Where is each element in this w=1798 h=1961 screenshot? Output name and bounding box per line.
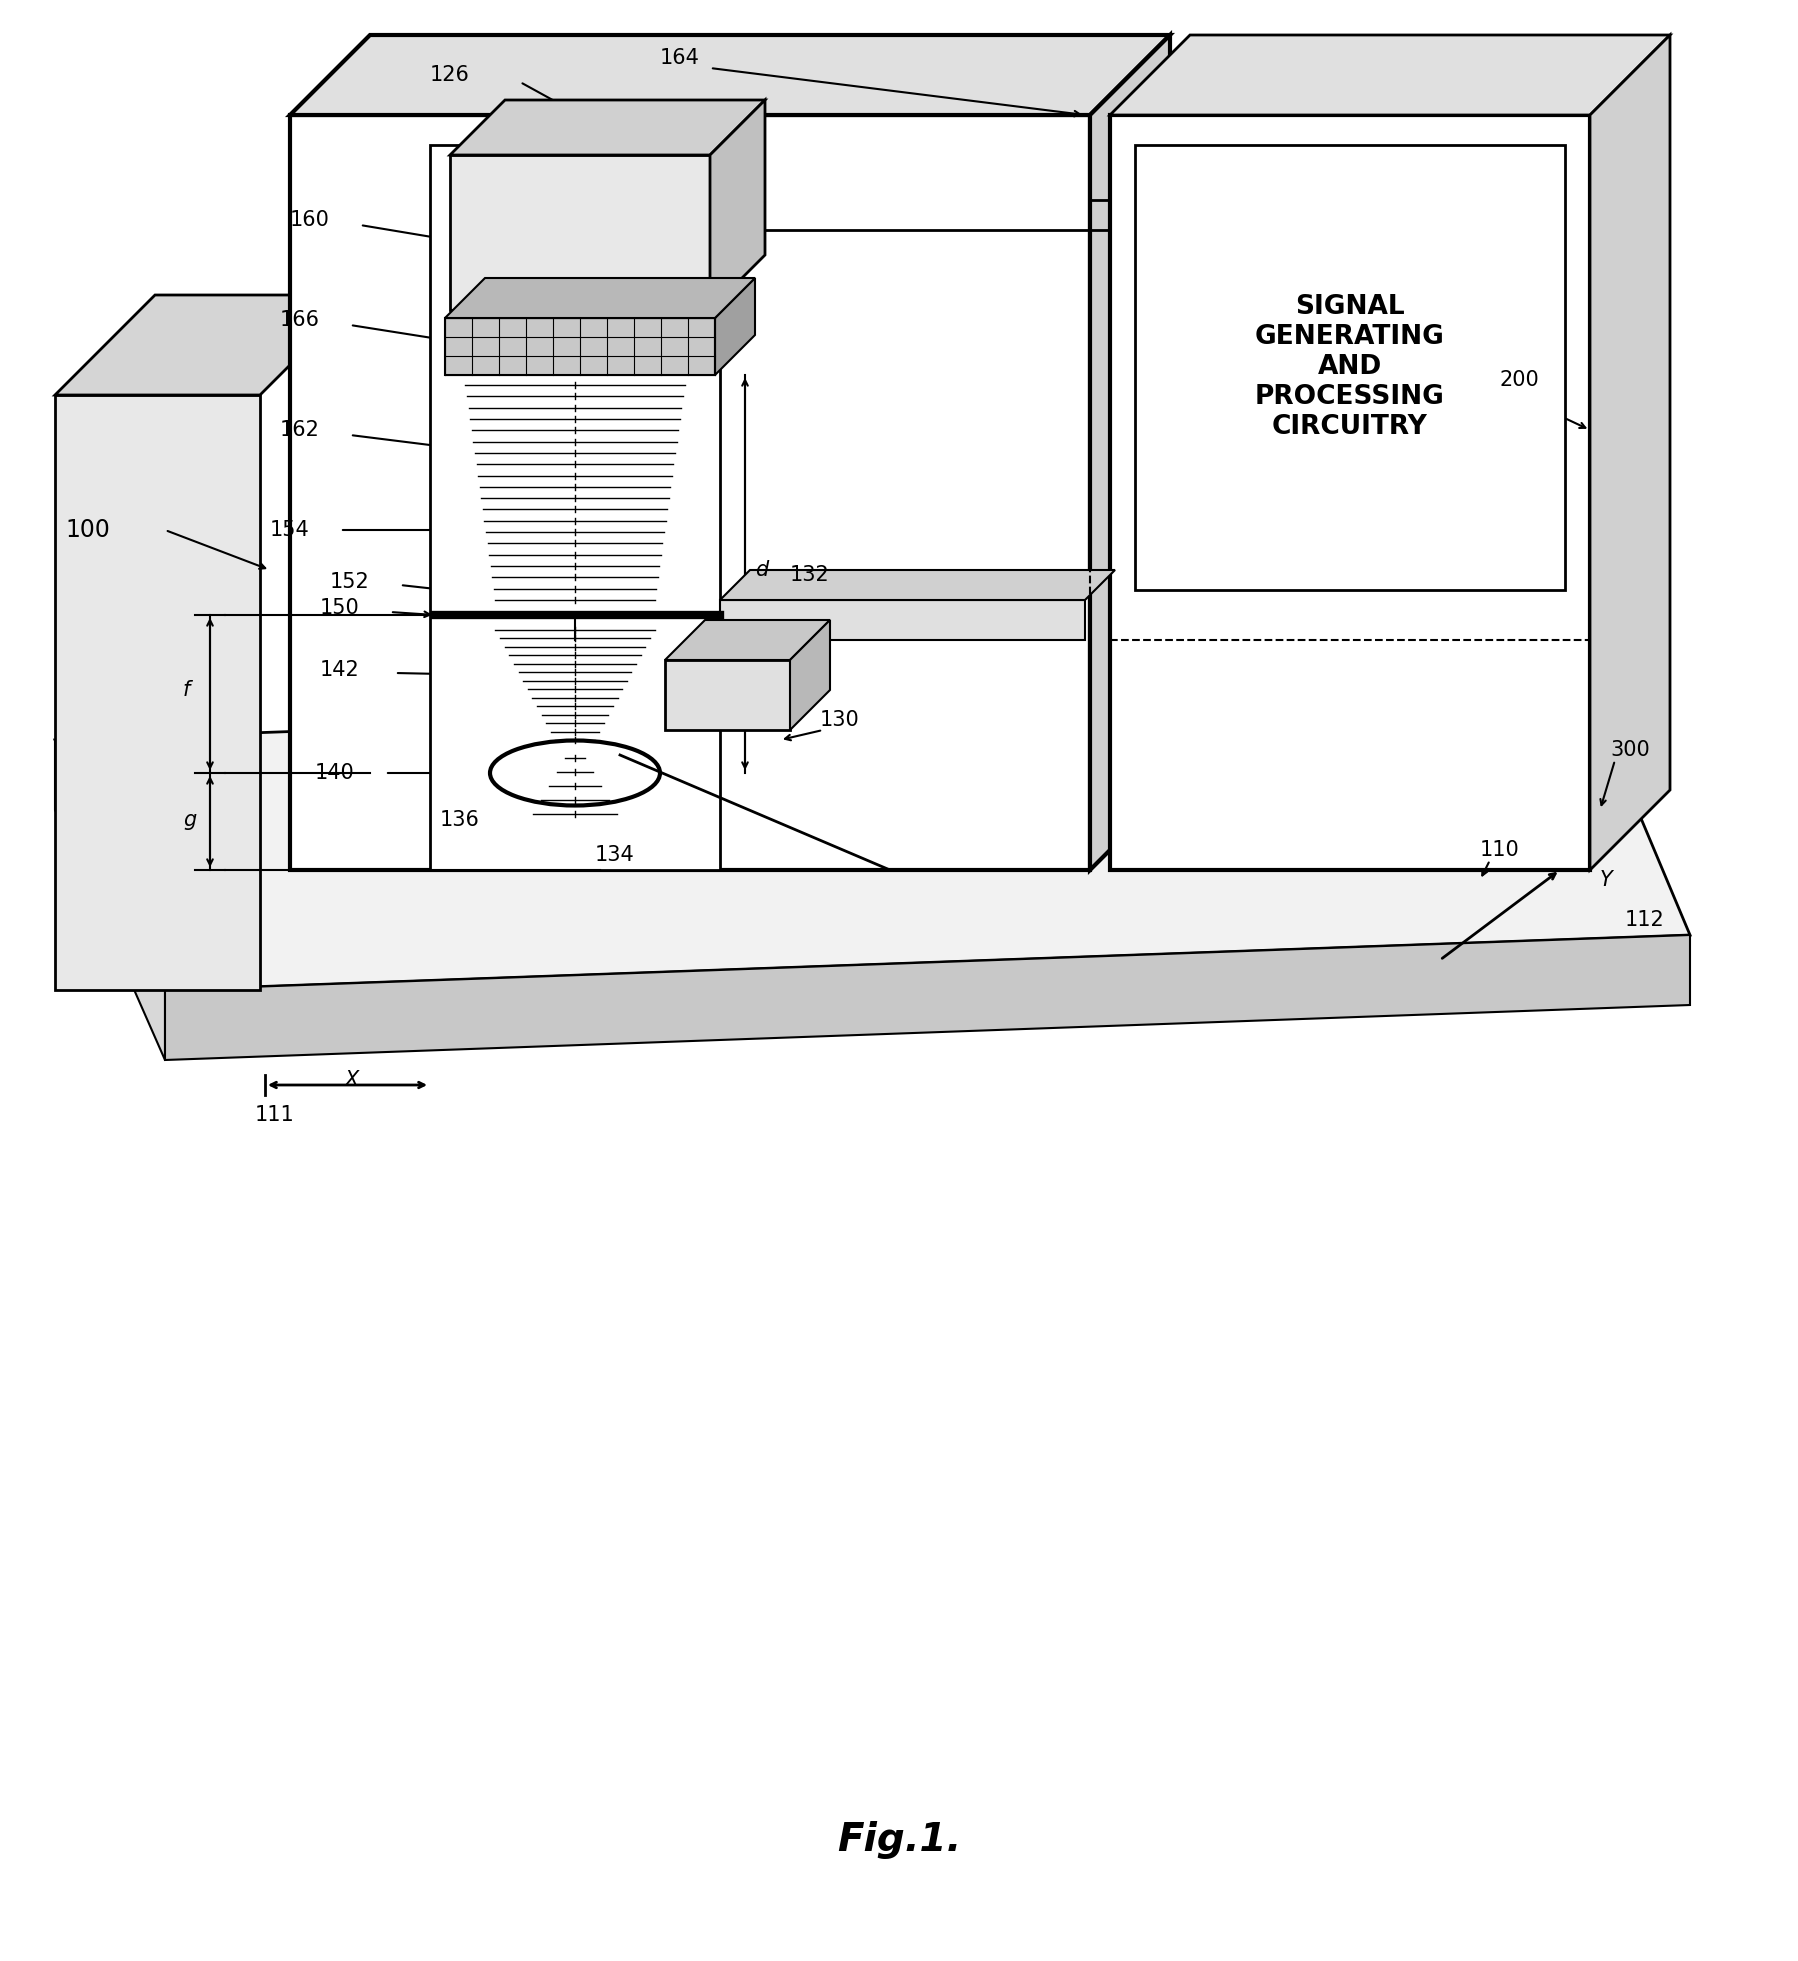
Text: 100: 100 bbox=[65, 518, 110, 541]
Polygon shape bbox=[444, 318, 714, 375]
Text: 132: 132 bbox=[789, 565, 829, 584]
Polygon shape bbox=[56, 294, 360, 394]
Text: 134: 134 bbox=[595, 845, 635, 865]
Text: 300: 300 bbox=[1609, 739, 1649, 761]
Text: d: d bbox=[755, 561, 768, 580]
Text: Y: Y bbox=[1598, 871, 1611, 890]
Polygon shape bbox=[1109, 116, 1589, 871]
Text: 164: 164 bbox=[660, 47, 699, 69]
Text: 111: 111 bbox=[255, 1104, 295, 1126]
Polygon shape bbox=[1135, 145, 1564, 590]
Text: -144: -144 bbox=[757, 680, 806, 700]
Polygon shape bbox=[665, 661, 789, 729]
Polygon shape bbox=[1589, 35, 1669, 871]
Polygon shape bbox=[714, 278, 755, 375]
Text: 162: 162 bbox=[280, 420, 320, 439]
Polygon shape bbox=[1090, 35, 1169, 871]
Polygon shape bbox=[789, 620, 829, 729]
Polygon shape bbox=[56, 684, 1688, 990]
Polygon shape bbox=[1109, 35, 1669, 116]
Text: 166: 166 bbox=[280, 310, 320, 329]
Text: 150: 150 bbox=[320, 598, 360, 618]
Polygon shape bbox=[56, 739, 165, 1061]
Text: 136: 136 bbox=[441, 810, 480, 830]
Text: 142: 142 bbox=[320, 661, 360, 680]
Polygon shape bbox=[450, 155, 710, 310]
Text: X: X bbox=[345, 1071, 360, 1090]
Text: 140: 140 bbox=[315, 763, 354, 782]
Text: SIGNAL
GENERATING
AND
PROCESSING
CIRCUITRY: SIGNAL GENERATING AND PROCESSING CIRCUIT… bbox=[1255, 294, 1444, 439]
Text: 152: 152 bbox=[329, 573, 370, 592]
Polygon shape bbox=[444, 278, 755, 318]
Polygon shape bbox=[289, 35, 1169, 116]
Polygon shape bbox=[289, 116, 1090, 871]
Text: 112: 112 bbox=[1624, 910, 1663, 930]
Text: 110: 110 bbox=[1480, 839, 1519, 861]
Text: 154: 154 bbox=[270, 520, 309, 539]
Text: g: g bbox=[183, 810, 196, 830]
Polygon shape bbox=[56, 394, 261, 990]
Polygon shape bbox=[710, 100, 764, 310]
Polygon shape bbox=[665, 620, 829, 661]
Polygon shape bbox=[719, 571, 1115, 600]
Text: 126: 126 bbox=[430, 65, 469, 84]
Text: 160: 160 bbox=[289, 210, 329, 229]
Text: f: f bbox=[183, 680, 191, 700]
Text: 130: 130 bbox=[820, 710, 859, 729]
Text: 200: 200 bbox=[1500, 371, 1539, 390]
Polygon shape bbox=[430, 145, 719, 871]
Polygon shape bbox=[450, 100, 764, 155]
Polygon shape bbox=[719, 600, 1084, 639]
Polygon shape bbox=[165, 935, 1688, 1061]
Text: Fig.1.: Fig.1. bbox=[836, 1822, 960, 1859]
